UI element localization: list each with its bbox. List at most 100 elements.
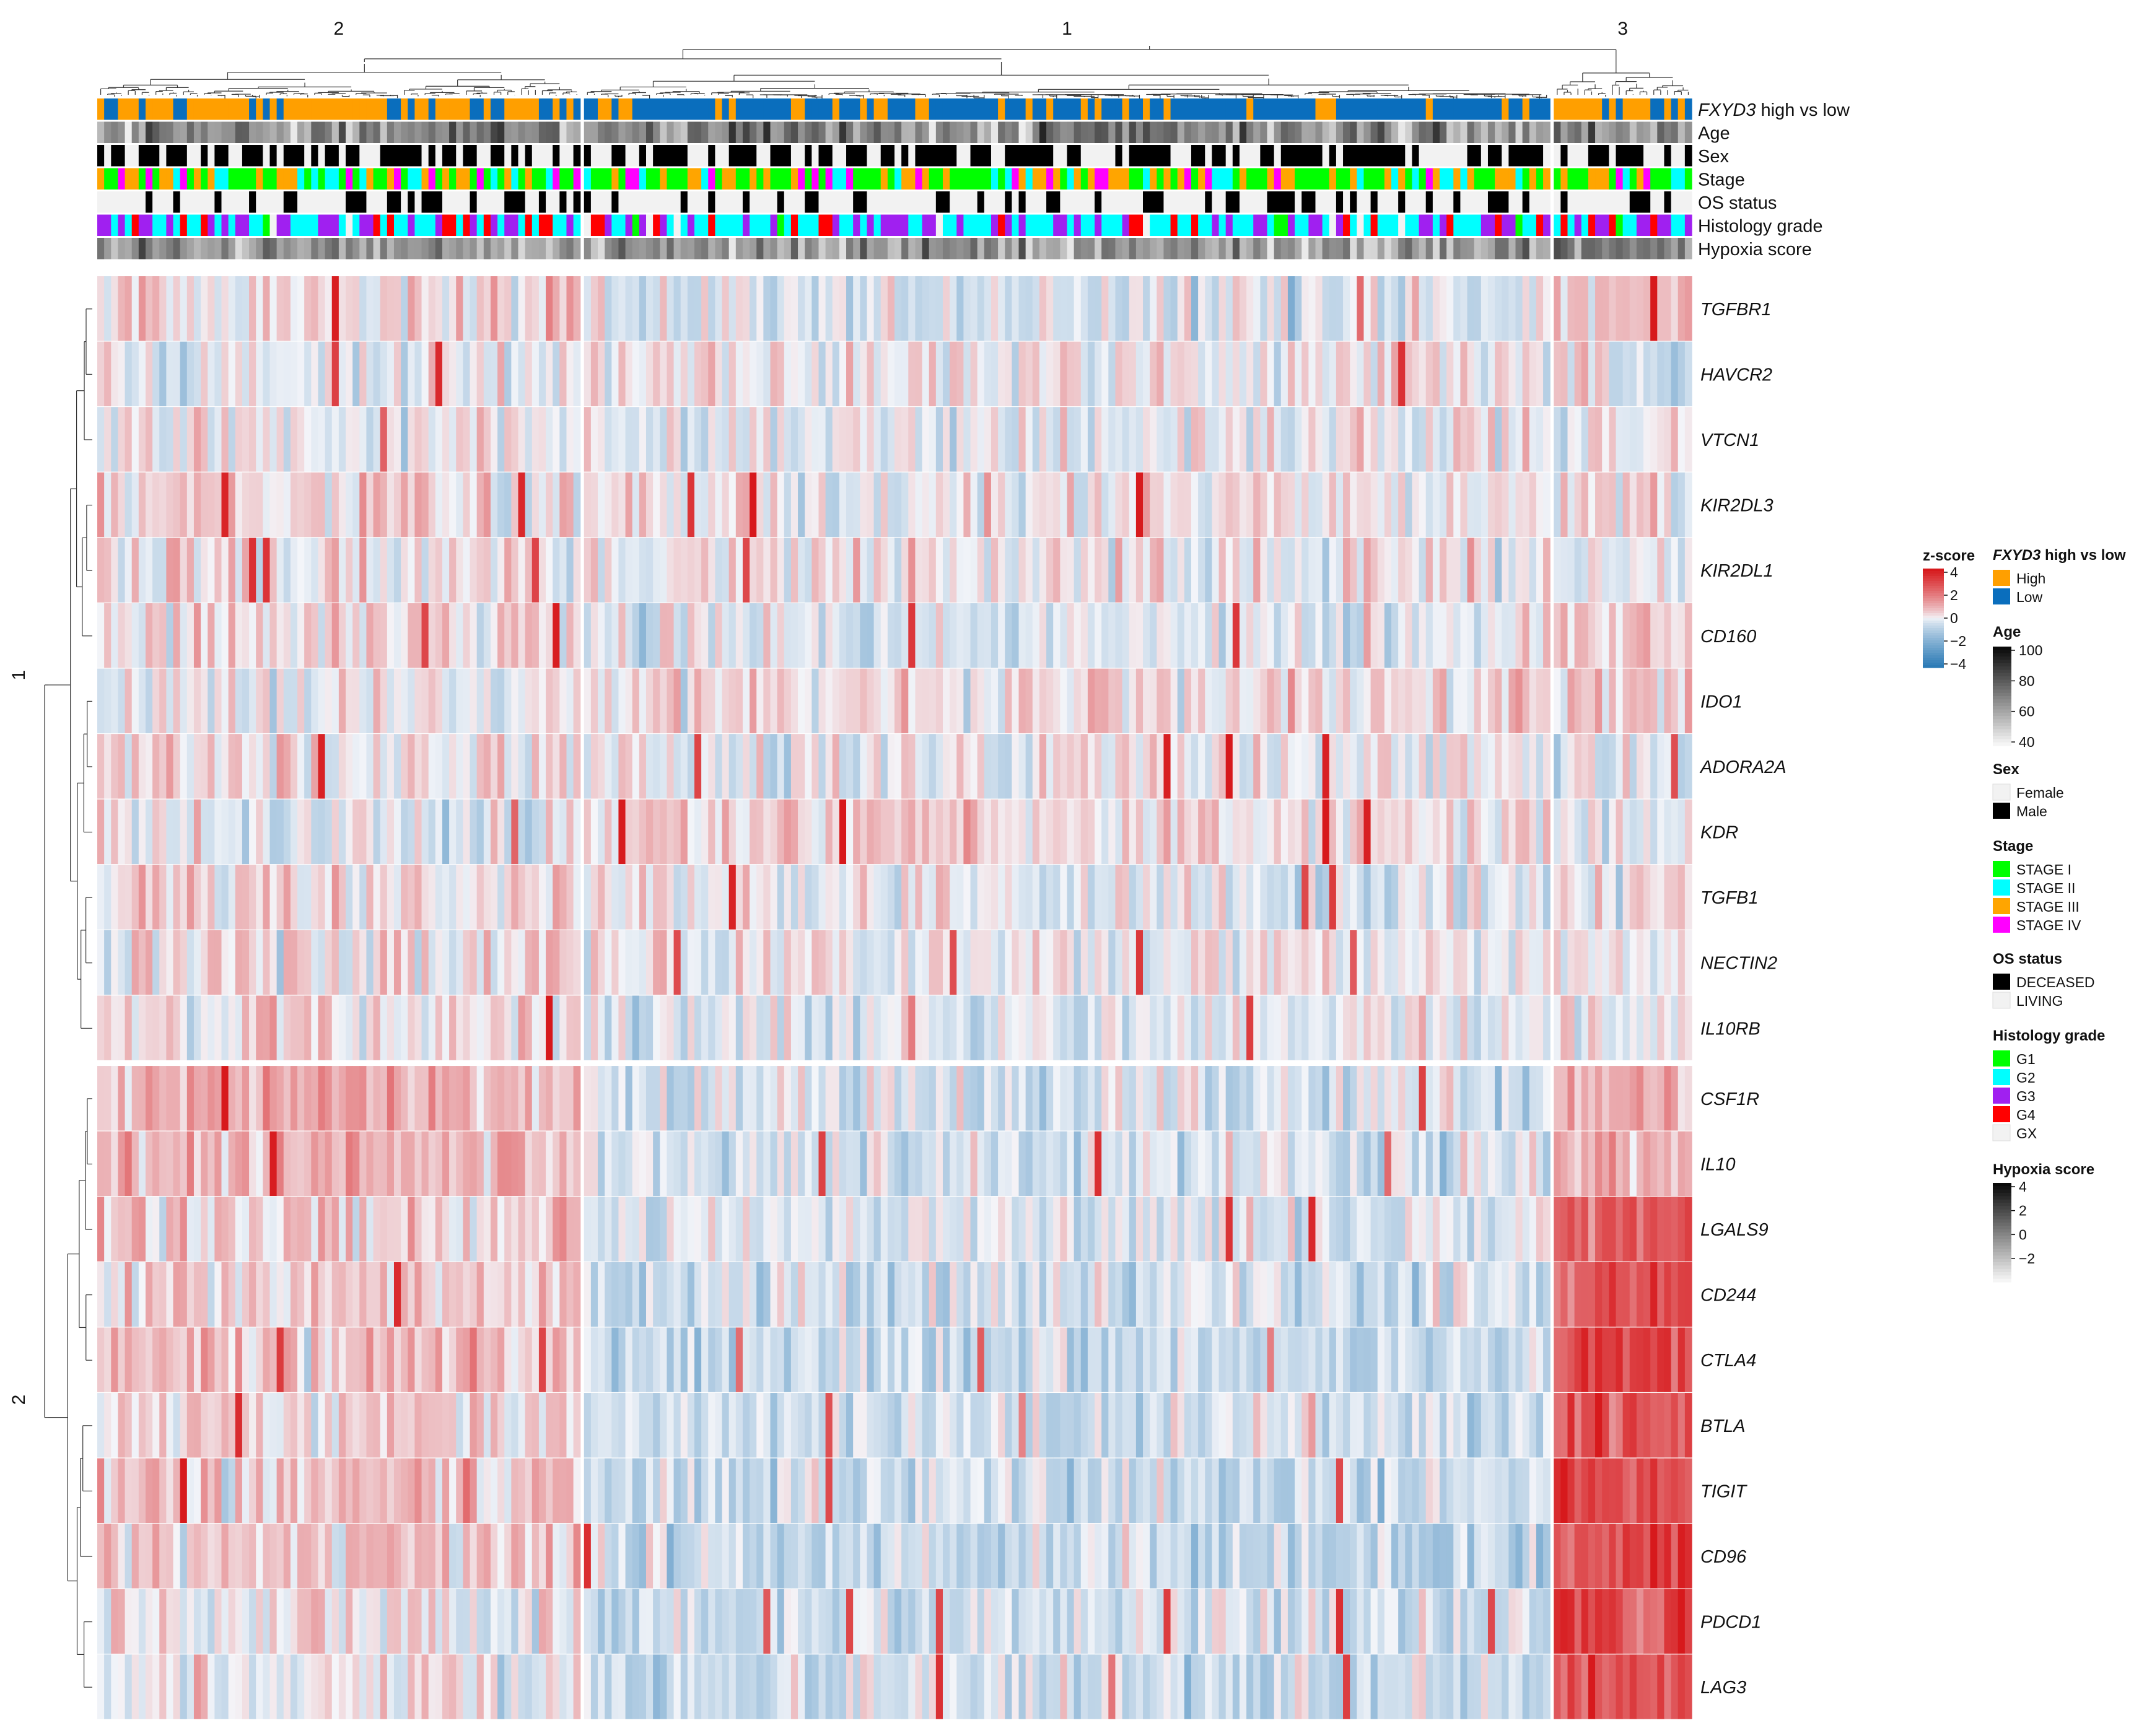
heatmap-cell	[1588, 341, 1596, 406]
heatmap-cell	[998, 538, 1005, 603]
annotation-cell	[1135, 168, 1144, 190]
annotation-cell	[408, 168, 415, 190]
heatmap-cell	[1616, 734, 1624, 799]
annotation-cell	[860, 145, 868, 167]
annotation-cell	[1163, 238, 1171, 260]
heatmap-cell	[1581, 341, 1589, 406]
heatmap-cell	[1616, 603, 1624, 668]
heatmap-cell	[269, 472, 278, 538]
heatmap-cell	[414, 930, 422, 995]
heatmap-cell	[1095, 276, 1102, 341]
annotation-cell	[401, 238, 408, 260]
heatmap-cell	[408, 472, 415, 538]
heatmap-cell	[276, 472, 284, 538]
annotation-cell	[366, 214, 374, 236]
heatmap-cell	[1664, 538, 1672, 603]
heatmap-cell	[311, 341, 319, 406]
annotation-cell	[456, 98, 463, 120]
heatmap-cell	[991, 668, 999, 733]
annotation-cell	[304, 98, 312, 120]
annotation-cell	[1184, 238, 1192, 260]
heatmap-cell	[1329, 472, 1337, 538]
heatmap-cell	[1184, 407, 1192, 472]
heatmap-cell	[352, 472, 360, 538]
annotation-cell	[242, 121, 250, 143]
heatmap-cell	[249, 603, 256, 668]
heatmap-cell	[1529, 276, 1537, 341]
heatmap-cell	[763, 341, 771, 406]
heatmap-cell	[352, 341, 360, 406]
heatmap-cell	[1595, 276, 1603, 341]
heatmap-cell	[470, 472, 478, 538]
annotation-cell	[249, 121, 256, 143]
heatmap-cell	[887, 930, 895, 995]
heatmap-cell	[525, 276, 533, 341]
heatmap-cell	[584, 865, 592, 930]
annotation-cell	[283, 145, 291, 167]
heatmap-cell	[470, 865, 478, 930]
heatmap-cell	[1032, 734, 1040, 799]
heatmap-cell	[639, 734, 647, 799]
heatmap-cell	[214, 603, 222, 668]
annotation-cell	[359, 168, 367, 190]
heatmap-cell	[559, 799, 567, 865]
heatmap-cell	[942, 668, 950, 733]
heatmap-cell	[750, 865, 757, 930]
heatmap-cell	[1322, 799, 1330, 865]
annotation-cell	[290, 168, 298, 190]
heatmap-cell	[942, 341, 950, 406]
annotation-cell	[1218, 191, 1227, 213]
heatmap-cell	[421, 799, 429, 865]
heatmap-cell	[1384, 734, 1392, 799]
annotation-cell	[715, 168, 723, 190]
annotation-cell	[1336, 168, 1344, 190]
heatmap-cell	[625, 734, 633, 799]
heatmap-cell	[1425, 865, 1433, 930]
annotation-cell	[818, 145, 826, 167]
annotation-cell	[742, 168, 750, 190]
annotation-cell	[476, 214, 484, 236]
annotation-cell	[366, 98, 374, 120]
annotation-cell	[111, 238, 119, 260]
annotation-cell	[104, 214, 112, 236]
heatmap-cell	[476, 799, 484, 865]
annotation-cell	[1157, 168, 1165, 190]
heatmap-cell	[104, 538, 112, 603]
heatmap-cell	[798, 865, 805, 930]
heatmap-cell	[1384, 407, 1392, 472]
heatmap-cell	[1554, 865, 1561, 930]
heatmap-cell	[1329, 407, 1337, 472]
annotation-cell	[311, 214, 319, 236]
heatmap-cell	[1205, 472, 1212, 538]
annotation-cell	[297, 145, 305, 167]
annotation-cell	[208, 191, 215, 213]
heatmap-cell	[867, 734, 875, 799]
heatmap-cell	[1343, 734, 1350, 799]
heatmap-cell	[1487, 538, 1495, 603]
heatmap-cell	[1012, 276, 1020, 341]
heatmap-cell	[1629, 865, 1637, 930]
heatmap-cell	[221, 799, 229, 865]
annotation-cell	[811, 191, 820, 213]
heatmap-cell	[483, 341, 491, 406]
heatmap-cell	[1253, 668, 1261, 733]
heatmap-cell	[235, 668, 243, 733]
annotation-cell	[1143, 214, 1150, 236]
heatmap-cell	[546, 472, 553, 538]
heatmap-cell	[860, 472, 868, 538]
heatmap-cell	[590, 865, 598, 930]
annotation-cell	[186, 168, 195, 190]
annotation-cell	[269, 168, 278, 190]
annotation-cell	[483, 214, 491, 236]
annotation-cell	[435, 214, 443, 236]
annotation-cell	[1350, 168, 1357, 190]
heatmap-cell	[442, 276, 450, 341]
annotation-cell	[991, 191, 999, 213]
annotation-cell	[1567, 214, 1575, 236]
annotation-cell	[1671, 98, 1679, 120]
annotation-cell	[708, 168, 715, 190]
heatmap-cell	[173, 276, 181, 341]
annotation-cell	[1018, 98, 1026, 120]
heatmap-cell	[1018, 734, 1026, 799]
heatmap-cell	[1529, 472, 1537, 538]
